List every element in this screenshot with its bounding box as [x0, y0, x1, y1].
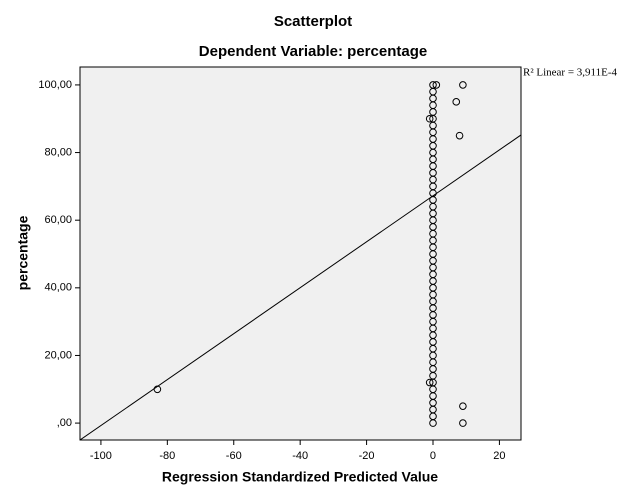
point — [459, 419, 467, 427]
y-tick-label: 40,00 — [44, 282, 72, 294]
y-axis-title: percentage — [15, 215, 31, 290]
chart-subtitle: Dependent Variable: percentage — [199, 43, 427, 60]
y-tick-label: ,00 — [57, 417, 72, 429]
x-axis-title: Regression Standardized Predicted Value — [162, 469, 438, 485]
point — [429, 81, 437, 89]
y-tick-label: 60,00 — [44, 214, 72, 226]
fit-line — [80, 134, 521, 440]
plot-area — [79, 66, 522, 441]
y-tick-label: 20,00 — [44, 349, 72, 361]
point — [459, 402, 467, 410]
x-tick-label: -40 — [292, 450, 308, 462]
point — [432, 81, 441, 89]
point — [459, 81, 467, 89]
x-tick-label: 20 — [493, 450, 505, 462]
point — [425, 114, 434, 123]
point — [455, 131, 464, 140]
x-tick-label: -60 — [226, 450, 242, 462]
y-tick-label: 100,00 — [38, 79, 72, 91]
x-tick-label: -80 — [159, 450, 175, 462]
x-tick-label: 0 — [430, 450, 436, 462]
y-tick-label: 80,00 — [44, 146, 72, 158]
plot-content — [80, 81, 521, 440]
point — [153, 385, 162, 394]
point — [452, 98, 461, 106]
point — [425, 378, 434, 387]
x-tick-label: -20 — [359, 450, 375, 462]
x-tick-label: -100 — [90, 450, 112, 462]
chart-title: Scatterplot — [274, 13, 352, 30]
annotation: R² Linear = 3,911E-4 — [523, 67, 618, 79]
